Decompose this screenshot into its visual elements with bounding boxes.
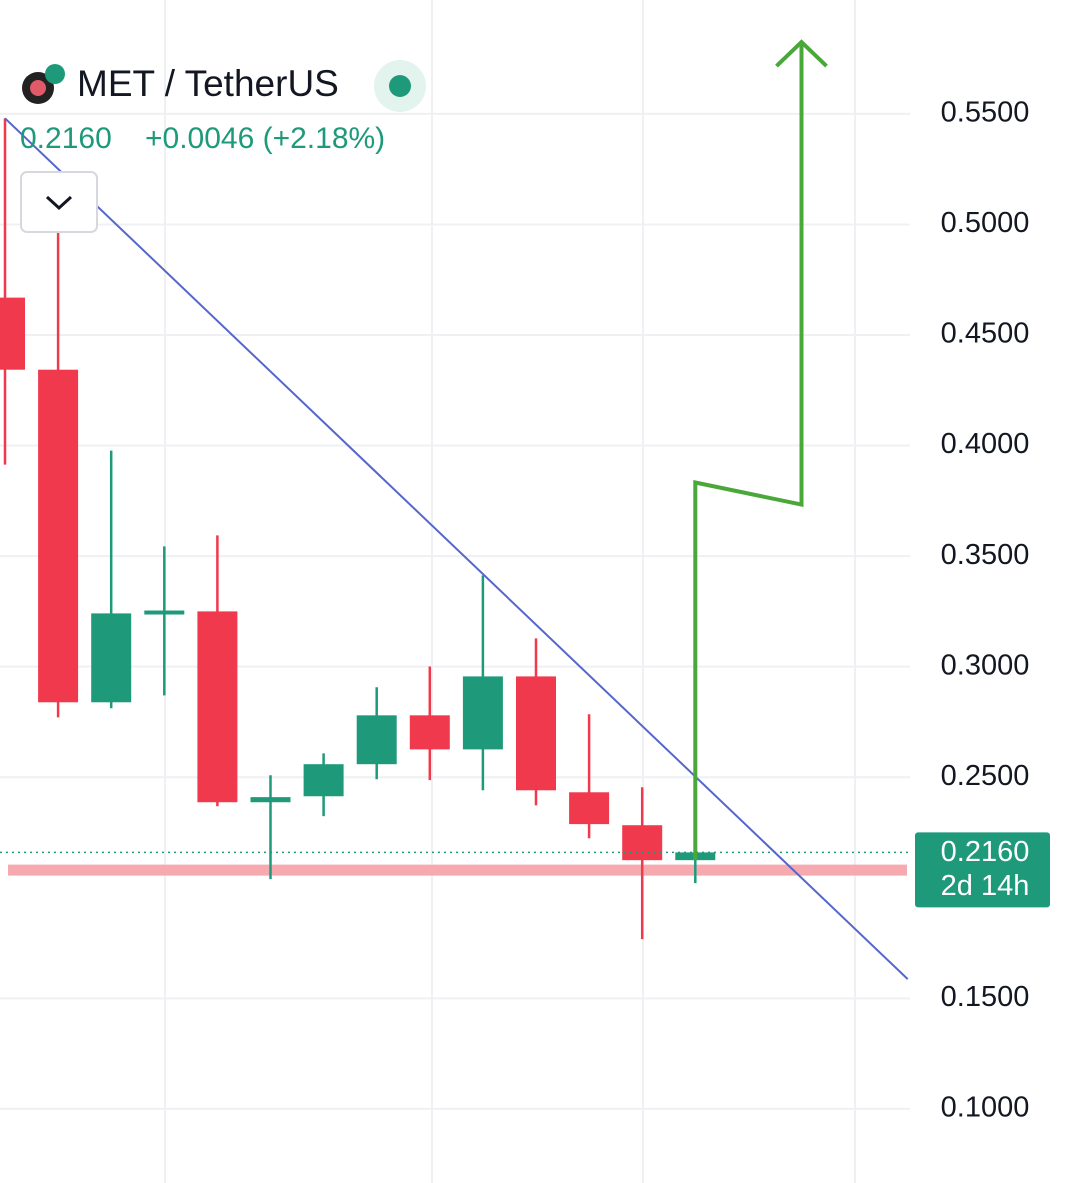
candle-body	[462, 676, 503, 750]
y-tick-label: 0.4500	[941, 318, 1030, 350]
y-tick-label: 0.5000	[941, 207, 1030, 239]
candle-body	[516, 676, 556, 791]
collapse-button[interactable]	[20, 171, 98, 233]
header-price: 0.2160	[20, 122, 112, 155]
candle-body	[303, 764, 344, 797]
candle-body	[144, 610, 185, 615]
y-tick-label: 0.3500	[941, 539, 1030, 571]
chevron	[45, 195, 73, 211]
candle-body	[0, 297, 25, 370]
candle-body	[409, 715, 450, 750]
y-tick-label: 0.5500	[941, 97, 1030, 129]
candle-body	[622, 825, 663, 861]
y-tick-label: 0.1500	[941, 981, 1030, 1013]
logo-badge	[45, 64, 65, 84]
y-tick-label: 0.1000	[941, 1092, 1030, 1124]
price-label: 0.2160	[941, 836, 1030, 868]
logo-inner	[30, 80, 46, 96]
projection-path	[693, 42, 804, 861]
arrow-head	[775, 39, 828, 68]
y-tick-label: 0.3000	[941, 649, 1030, 681]
status-dot	[389, 75, 411, 97]
y-tick-label: 0.2500	[941, 760, 1030, 792]
trendline	[4, 117, 909, 980]
candle-body	[356, 715, 397, 765]
candle-body	[38, 369, 79, 703]
candle-body	[91, 613, 132, 703]
candle-body	[250, 797, 291, 803]
candle-body	[569, 792, 610, 825]
price-label-box	[915, 832, 1050, 908]
countdown-label: 2d 14h	[941, 870, 1030, 902]
y-tick-label: 0.4000	[941, 428, 1030, 460]
header-change: +0.0046 (+2.18%)	[145, 122, 385, 155]
candle-body	[197, 611, 238, 803]
symbol-title: MET / TetherUS	[77, 63, 339, 104]
